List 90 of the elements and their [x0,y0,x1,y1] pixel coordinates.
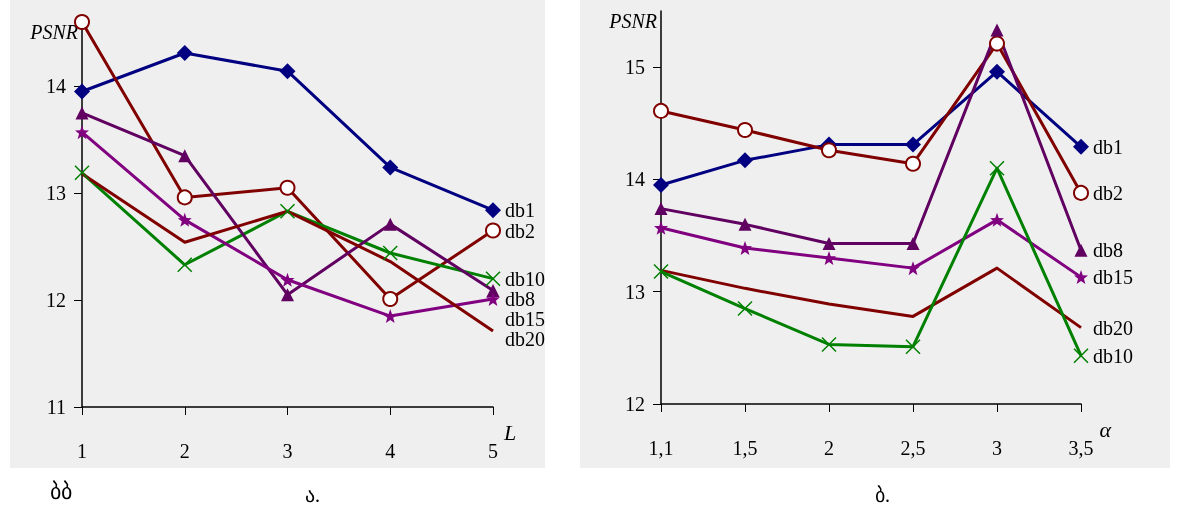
point [74,165,90,181]
point [654,220,668,235]
text: ბბ [50,478,72,504]
point [654,202,668,216]
x-tick-label: 1,1 [648,437,674,459]
point [737,122,753,139]
x-tick-label: 1,5 [732,437,758,459]
series-label: db20 [505,327,545,350]
point [1073,184,1089,201]
point [1073,138,1089,155]
point [990,23,1004,37]
y-tick-label: 11 [46,396,66,418]
text: ა. [305,484,320,506]
series-label: db10 [1093,344,1133,367]
point [906,236,920,250]
series-label: db2 [1093,181,1123,204]
point [738,217,752,231]
point [905,155,921,172]
point [177,257,193,273]
point [990,212,1004,227]
x-tick-label: 3 [282,440,293,462]
y-tick-label: 15 [625,56,645,79]
point [177,212,192,227]
point [280,272,295,287]
x-tick-label: 3,5 [1068,437,1094,459]
x-axis-title: α [1099,416,1112,442]
point [178,149,192,163]
y-tick-label: 12 [625,393,645,415]
x-tick-label: 2 [179,440,190,462]
point [1074,243,1088,257]
y-tick-label: 14 [625,168,645,191]
point [485,222,501,239]
x-tick-label: 2 [824,437,834,459]
y-tick-label: 14 [46,75,66,98]
point [1073,347,1089,364]
x-tick-label: 1 [77,440,87,462]
series-label: db2 [505,219,535,242]
point [485,270,501,287]
point [75,106,89,120]
point [737,300,753,317]
y-axis-title: PSNR [29,21,78,43]
text: ბ. [875,484,890,506]
x-tick-label: 5 [488,440,498,462]
point [989,63,1005,80]
point [486,291,500,306]
series-label: db15 [505,307,545,330]
point [382,245,398,261]
point [822,236,836,250]
point [653,177,669,194]
point [281,288,294,302]
point [905,338,921,355]
point [279,179,296,196]
point [279,203,296,220]
point [382,290,399,307]
series-label: db20 [1093,316,1133,339]
point [485,202,501,219]
point [1074,270,1088,285]
point [905,136,921,153]
point [176,189,193,206]
point [738,240,752,255]
x-tick-label: 3 [992,437,1002,459]
point [906,261,920,276]
point [822,251,836,266]
y-tick-label: 13 [625,280,645,303]
y-tick-label: 12 [46,289,66,312]
line-series [659,266,1083,330]
x-axis-title: L [502,419,517,445]
x-tick-label: 2,5 [900,437,926,459]
point [653,102,669,119]
y-axis-title: PSNR [608,10,657,32]
series-label: db8 [505,287,535,310]
point [279,63,296,80]
series-label: db1 [505,199,535,222]
point [737,152,753,169]
point [821,142,837,159]
series-label: db1 [1093,135,1123,158]
point [382,159,399,176]
series-label: db8 [1093,239,1123,262]
y-tick-label: 13 [46,182,66,205]
x-tick-label: 4 [385,440,396,462]
point [989,160,1005,176]
point [653,263,669,280]
series-label: db10 [505,267,545,290]
point [989,35,1005,52]
series-label: db15 [1093,266,1133,289]
point [821,336,837,353]
point [176,45,193,62]
point [383,217,397,231]
point [75,125,89,140]
point [74,83,90,100]
